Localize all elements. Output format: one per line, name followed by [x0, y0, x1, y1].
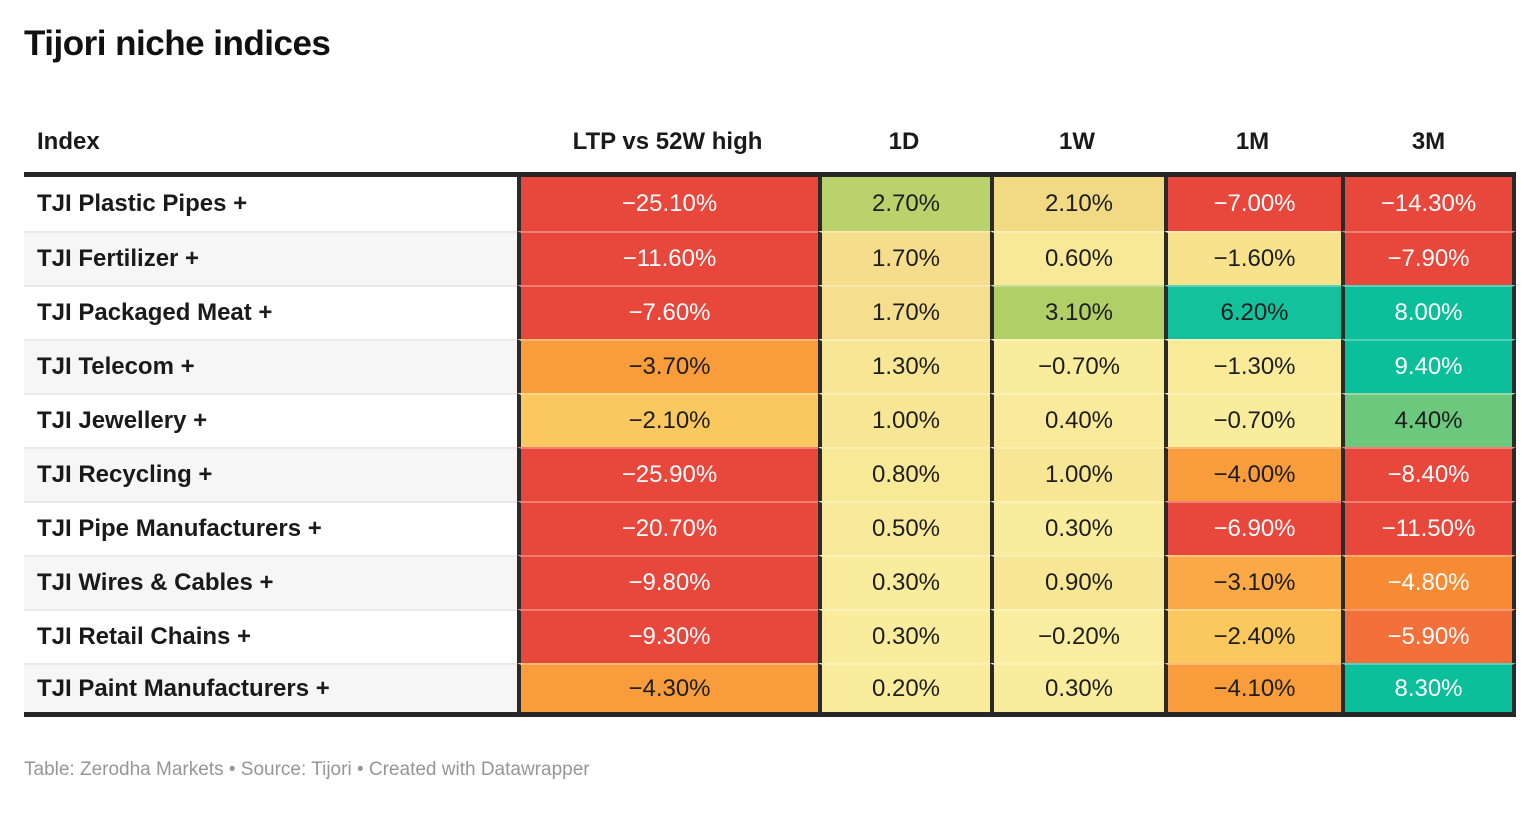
heat-cell: −4.10%: [1164, 663, 1341, 717]
table-row: TJI Packaged Meat + −7.60% 1.70% 3.10% 6…: [24, 285, 1516, 339]
heat-cell: 2.10%: [990, 177, 1164, 231]
heat-cell: −11.60%: [517, 231, 818, 285]
heat-cell: 8.30%: [1341, 663, 1516, 717]
index-cell[interactable]: TJI Jewellery +: [24, 393, 517, 447]
index-cell[interactable]: TJI Pipe Manufacturers +: [24, 501, 517, 555]
heat-cell: −4.00%: [1164, 447, 1341, 501]
heat-cell: −0.70%: [990, 339, 1164, 393]
table-row: TJI Fertilizer + −11.60% 1.70% 0.60% −1.…: [24, 231, 1516, 285]
indices-table: Index LTP vs 52W high 1D 1W 1M 3M TJI Pl…: [24, 128, 1516, 717]
heat-cell: −5.90%: [1341, 609, 1516, 663]
heat-cell: −4.80%: [1341, 555, 1516, 609]
heat-cell: −8.40%: [1341, 447, 1516, 501]
heat-cell: 8.00%: [1341, 285, 1516, 339]
heat-cell: 9.40%: [1341, 339, 1516, 393]
index-cell[interactable]: TJI Packaged Meat +: [24, 285, 517, 339]
heat-cell: −2.40%: [1164, 609, 1341, 663]
heat-cell: 1.70%: [818, 231, 990, 285]
table-row: TJI Plastic Pipes + −25.10% 2.70% 2.10% …: [24, 177, 1516, 231]
column-header-ltp-vs-52w-high: LTP vs 52W high: [517, 128, 818, 177]
index-cell[interactable]: TJI Paint Manufacturers +: [24, 663, 517, 717]
column-header-1w: 1W: [990, 128, 1164, 177]
table-row: TJI Retail Chains + −9.30% 0.30% −0.20% …: [24, 609, 1516, 663]
heat-cell: 1.30%: [818, 339, 990, 393]
heat-cell: −3.70%: [517, 339, 818, 393]
heat-cell: −3.10%: [1164, 555, 1341, 609]
heat-cell: −7.00%: [1164, 177, 1341, 231]
heat-cell: 2.70%: [818, 177, 990, 231]
table-footer: Table: Zerodha Markets • Source: Tijori …: [24, 759, 590, 780]
index-cell[interactable]: TJI Retail Chains +: [24, 609, 517, 663]
heat-cell: 1.70%: [818, 285, 990, 339]
heat-cell: 0.40%: [990, 393, 1164, 447]
table-row: TJI Paint Manufacturers + −4.30% 0.20% 0…: [24, 663, 1516, 717]
heat-cell: 0.20%: [818, 663, 990, 717]
table-row: TJI Pipe Manufacturers + −20.70% 0.50% 0…: [24, 501, 1516, 555]
heat-cell: 1.00%: [990, 447, 1164, 501]
index-cell[interactable]: TJI Plastic Pipes +: [24, 177, 517, 231]
heat-cell: −14.30%: [1341, 177, 1516, 231]
heat-cell: −1.30%: [1164, 339, 1341, 393]
heat-cell: 6.20%: [1164, 285, 1341, 339]
column-header-index: Index: [24, 128, 517, 177]
heat-cell: −9.80%: [517, 555, 818, 609]
page-title: Tijori niche indices: [24, 24, 331, 63]
heat-cell: 1.00%: [818, 393, 990, 447]
heat-cell: 0.30%: [990, 501, 1164, 555]
heat-cell: −0.70%: [1164, 393, 1341, 447]
index-cell[interactable]: TJI Telecom +: [24, 339, 517, 393]
heat-cell: −25.90%: [517, 447, 818, 501]
heat-cell: 0.50%: [818, 501, 990, 555]
index-cell[interactable]: TJI Recycling +: [24, 447, 517, 501]
heat-cell: 4.40%: [1341, 393, 1516, 447]
heat-cell: −0.20%: [990, 609, 1164, 663]
heat-cell: 0.60%: [990, 231, 1164, 285]
heat-cell: −11.50%: [1341, 501, 1516, 555]
heat-cell: −6.90%: [1164, 501, 1341, 555]
column-header-1d: 1D: [818, 128, 990, 177]
table-row: TJI Jewellery + −2.10% 1.00% 0.40% −0.70…: [24, 393, 1516, 447]
heat-cell: 0.30%: [990, 663, 1164, 717]
index-cell[interactable]: TJI Wires & Cables +: [24, 555, 517, 609]
heat-cell: −4.30%: [517, 663, 818, 717]
heat-cell: 0.80%: [818, 447, 990, 501]
column-header-1m: 1M: [1164, 128, 1341, 177]
header-row: Index LTP vs 52W high 1D 1W 1M 3M: [24, 128, 1516, 177]
heat-cell: 0.30%: [818, 555, 990, 609]
heat-cell: 3.10%: [990, 285, 1164, 339]
heat-cell: −7.60%: [517, 285, 818, 339]
heat-cell: 0.90%: [990, 555, 1164, 609]
table-row: TJI Recycling + −25.90% 0.80% 1.00% −4.0…: [24, 447, 1516, 501]
heat-cell: −20.70%: [517, 501, 818, 555]
column-header-3m: 3M: [1341, 128, 1516, 177]
index-cell[interactable]: TJI Fertilizer +: [24, 231, 517, 285]
heat-cell: −7.90%: [1341, 231, 1516, 285]
heat-cell: −2.10%: [517, 393, 818, 447]
heat-cell: −9.30%: [517, 609, 818, 663]
table-row: TJI Wires & Cables + −9.80% 0.30% 0.90% …: [24, 555, 1516, 609]
heat-cell: 0.30%: [818, 609, 990, 663]
table-row: TJI Telecom + −3.70% 1.30% −0.70% −1.30%…: [24, 339, 1516, 393]
heat-cell: −1.60%: [1164, 231, 1341, 285]
heat-cell: −25.10%: [517, 177, 818, 231]
